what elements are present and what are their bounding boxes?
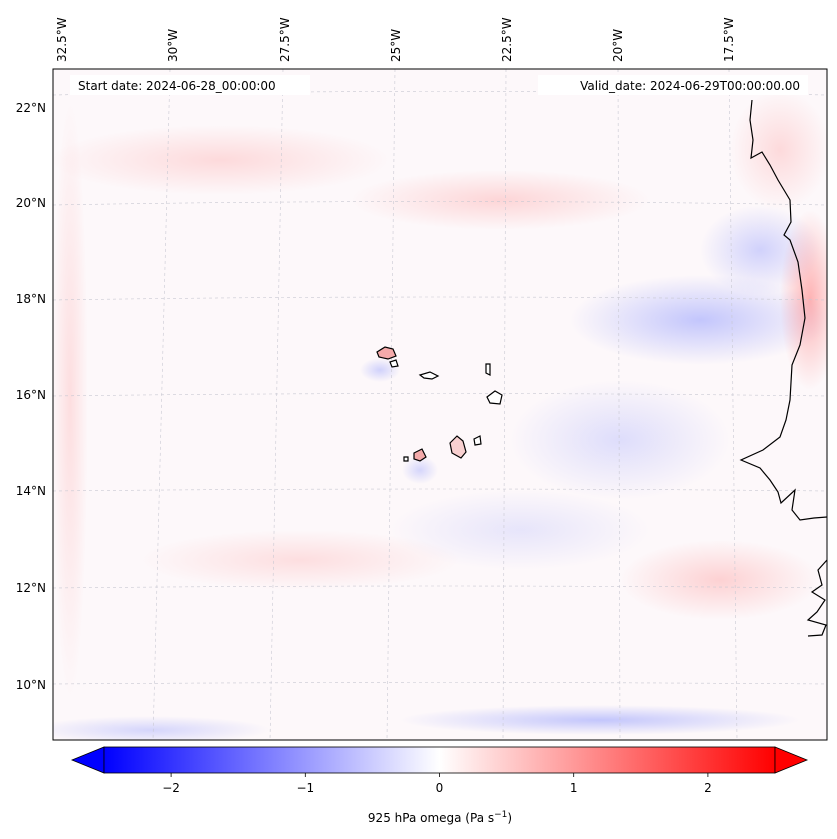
lon-label-17-5w: 17.5°W [722, 17, 736, 62]
start-date-label: Start date: 2024-06-28_00:00:00 [78, 79, 276, 93]
colorbar-tick-label: −2 [162, 781, 180, 795]
map-panel: Start date: 2024-06-28_00:00:00 Valid_da… [53, 69, 827, 740]
island-santo-antao [376, 346, 397, 360]
colorbar-label-main: 925 hPa omega (Pa s [368, 811, 494, 825]
island-sao-nicolau [418, 371, 440, 380]
island-sal [485, 363, 491, 376]
lat-label-20n: 20°N [16, 196, 46, 210]
colorbar-extend-low [70, 746, 105, 774]
lon-label-22-5w: 22.5°W [500, 17, 514, 62]
island-maio [473, 435, 482, 446]
lon-label-30w: 30°W [166, 29, 180, 62]
coastline-africa [739, 99, 827, 521]
valid-date-box [538, 75, 808, 95]
colorbar: −2 −1 0 1 2 925 hPa omega (Pa s−1) [70, 746, 809, 825]
lon-label-20w: 20°W [611, 29, 625, 62]
colorbar-gradient [103, 746, 776, 774]
colorbar-tick-label: 2 [704, 781, 712, 795]
colorbar-label-exponent: −1 [494, 810, 507, 820]
island-sao-vicente [389, 359, 399, 368]
lat-label-12n: 12°N [16, 581, 46, 595]
lon-label-25w: 25°W [389, 29, 403, 62]
island-brava [403, 456, 409, 462]
colorbar-extend-high [774, 746, 809, 774]
lat-label-22n: 22°N [16, 101, 46, 115]
colorbar-label: 925 hPa omega (Pa s−1) [368, 810, 512, 825]
latitude-labels: 22°N 20°N 18°N 16°N 14°N 12°N 10°N [16, 101, 46, 692]
lat-label-14n: 14°N [16, 484, 46, 498]
island-santiago [449, 435, 467, 459]
colorbar-tick-label: 1 [570, 781, 578, 795]
map-frame [52, 68, 828, 741]
island-fogo [413, 448, 427, 462]
coastline-guinea [806, 559, 827, 637]
colorbar-ticks: −2 −1 0 1 2 [162, 773, 712, 795]
start-date-box [70, 75, 310, 95]
colorbar-label-close: ) [507, 811, 512, 825]
longitude-labels: 32.5°W 30°W 27.5°W 25°W 22.5°W 20°W 17.5… [55, 17, 736, 62]
colorbar-tick-label: −1 [296, 781, 314, 795]
valid-date-label: Valid_date: 2024-06-29T00:00:00.00 [580, 79, 800, 93]
island-boa-vista [486, 390, 503, 405]
lat-label-18n: 18°N [16, 292, 46, 306]
lon-label-32-5w: 32.5°W [55, 17, 69, 62]
omega-field [53, 90, 827, 740]
lat-label-10n: 10°N [16, 678, 46, 692]
lat-label-16n: 16°N [16, 388, 46, 402]
cape-verde-islands [376, 346, 503, 462]
colorbar-tick-label: 0 [436, 781, 444, 795]
lon-label-27-5w: 27.5°W [278, 17, 292, 62]
